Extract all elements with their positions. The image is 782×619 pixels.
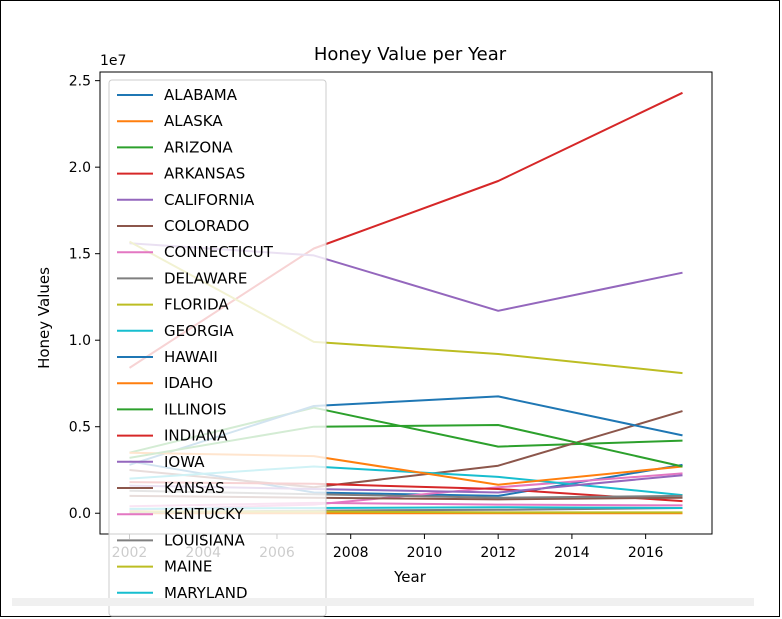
- legend-label: ALABAMA: [164, 86, 238, 104]
- legend-label: ARKANSAS: [164, 165, 245, 183]
- legend-label: KANSAS: [164, 479, 225, 497]
- legend-label: HAWAII: [164, 348, 218, 366]
- y-axis: 0.0 0.5 1.0 1.5 2.0 2.5: [69, 74, 100, 522]
- y-tick-label: 2.5: [69, 74, 91, 90]
- legend-label: INDIANA: [164, 427, 228, 445]
- y-axis-offset-label: 1e7: [100, 53, 126, 69]
- x-axis-label: Year: [393, 568, 427, 586]
- legend-label: FLORIDA: [164, 296, 229, 314]
- legend-label: CALIFORNIA: [164, 191, 255, 209]
- horizontal-scrollbar[interactable]: [12, 598, 754, 606]
- legend-label: IOWA: [164, 453, 205, 471]
- legend-label: ILLINOIS: [164, 400, 227, 418]
- x-tick-label: 2014: [554, 545, 590, 561]
- y-tick-label: 2.0: [69, 160, 91, 176]
- legend-label: MARYLAND: [164, 584, 248, 602]
- legend-label: GEORGIA: [164, 322, 234, 340]
- legend-box: [108, 79, 327, 617]
- x-tick-label: 2012: [480, 545, 516, 561]
- legend: ALABAMA ALASKA ARIZONA ARKANSAS CALIFORNIA CO…: [108, 79, 327, 617]
- legend-label: ARIZONA: [164, 138, 233, 156]
- y-tick-label: 1.5: [69, 247, 91, 263]
- chart-title: Honey Value per Year: [314, 44, 507, 65]
- legend-label: KENTUCKY: [164, 505, 244, 523]
- y-tick-label: 0.0: [69, 506, 91, 522]
- y-axis-label: Honey Values: [35, 267, 53, 369]
- y-tick-label: 1.0: [69, 333, 91, 349]
- legend-label: DELAWARE: [164, 269, 247, 287]
- x-tick-label: 2010: [407, 545, 443, 561]
- plot-area: [99, 71, 713, 535]
- legend-label: ALASKA: [164, 112, 223, 130]
- x-tick-label: 2008: [333, 545, 369, 561]
- legend-label: COLORADO: [164, 217, 249, 235]
- x-tick-label: 2016: [628, 545, 664, 561]
- legend-label: CONNECTICUT: [164, 243, 274, 261]
- legend-label: IDAHO: [164, 374, 213, 392]
- y-tick-label: 0.5: [69, 420, 91, 436]
- legend-label: MAINE: [164, 558, 212, 576]
- legend-label: LOUISIANA: [164, 531, 245, 549]
